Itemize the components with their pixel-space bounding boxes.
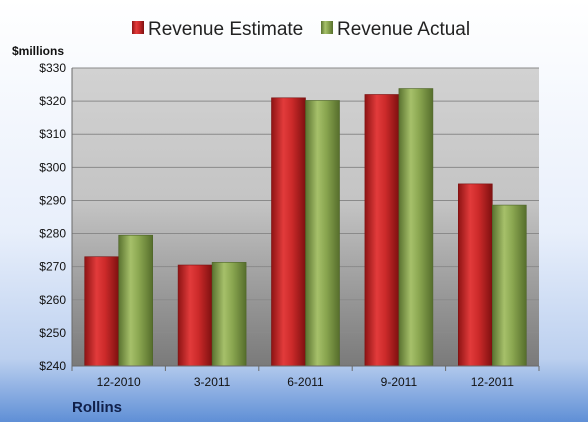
bar-revenue-actual-12-2010: [118, 234, 153, 367]
bar-revenue-actual-9-2011: [398, 88, 434, 367]
legend: Revenue Estimate Revenue Actual: [132, 19, 470, 40]
bar-revenue-estimate-3-2011: [177, 264, 213, 367]
y-axis-label: $millions: [12, 44, 64, 58]
bar-revenue-estimate-12-2010: [84, 256, 119, 367]
x-tick-label: 12-2011: [471, 375, 514, 389]
bar-revenue-actual-12-2011: [491, 204, 527, 367]
bar-revenue-actual-6-2011: [305, 100, 340, 367]
bar-revenue-estimate-9-2011: [364, 94, 400, 367]
y-tick-label: $320: [39, 94, 66, 108]
y-tick-label: $280: [39, 227, 66, 241]
company-name: Rollins: [72, 399, 122, 416]
legend-label-revenue-actual: Revenue Actual: [337, 19, 470, 40]
x-tick-label: 12-2010: [97, 375, 141, 389]
y-tick-label: $290: [39, 193, 66, 207]
y-tick-label: $310: [39, 127, 66, 141]
y-tick-label: $270: [39, 260, 66, 274]
y-tick-label: $330: [39, 61, 66, 75]
bar-revenue-actual-3-2011: [211, 262, 247, 367]
axes: $240 $250 $260 $270 $280 $290 $300 $310 $320 $330…: [39, 61, 540, 389]
legend-swatch-revenue-estimate: [132, 21, 144, 34]
x-tick-label: 9-2011: [381, 375, 418, 389]
legend-label-revenue-estimate: Revenue Estimate: [148, 19, 303, 40]
y-tick-label: $240: [39, 359, 66, 373]
y-tick-label: $250: [39, 326, 66, 340]
bar-revenue-estimate-6-2011: [271, 97, 306, 367]
bars: [84, 88, 527, 367]
legend-swatch-revenue-actual: [321, 21, 333, 34]
bar-revenue-estimate-12-2011: [457, 183, 493, 367]
x-tick-label: 3-2011: [194, 375, 231, 389]
y-tick-label: $260: [39, 293, 66, 307]
x-tick-label: 6-2011: [287, 375, 324, 389]
y-tick-label: $300: [39, 160, 66, 174]
